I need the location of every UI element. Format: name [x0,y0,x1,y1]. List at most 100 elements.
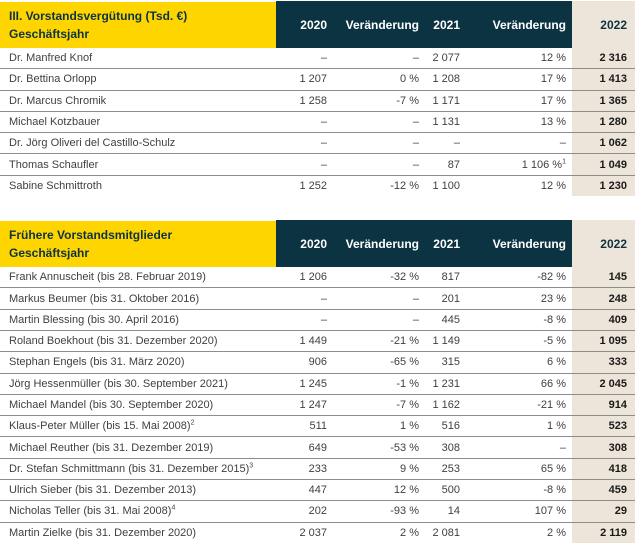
change-2-value: 12 % [540,179,566,192]
member-name: Dr. Manfred Knof [9,52,93,65]
change-1-cell: 2 % [330,521,422,543]
value-2020-cell: 1 252 [276,174,330,197]
member-name-cell: Michael Reuther (bis 31. Dezember 2019) [0,436,276,459]
value-2021-cell: 14 [422,500,464,523]
member-name: Michael Mandel (bis 30. September 2020) [9,399,214,411]
footnote-marker: 1 [562,157,566,165]
table2-title-line1: Frühere Vorstandsmitglieder [9,228,173,243]
change-2-cell: -5 % [464,329,572,352]
change-2-value: -8 % [543,313,566,326]
change-1-cell: – [330,132,422,154]
value-2022-cell: 1 230 [572,174,635,197]
table2-col-2021: 2021 [422,220,464,268]
table2-title-line2: Geschäftsjahr [9,246,90,261]
value-2021-cell: 201 [422,287,464,310]
member-name: Dr. Marcus Chromik [9,94,107,107]
value-2020-cell: 649 [276,436,330,459]
value-2022-cell: 1 095 [572,329,635,352]
change-2-cell: 107 % [464,500,572,523]
table2-col-2020: 2020 [276,220,330,268]
value-2020-cell: 233 [276,457,330,480]
value-2021-cell: 308 [422,436,464,459]
value-2020-cell: 447 [276,479,330,501]
table-row: Thomas Schaufler – – 87 1 106 %1 1 049 [0,153,635,176]
change-2-value: – [559,137,566,150]
table-row: Jörg Hessenmüller (bis 30. September 202… [0,372,635,395]
value-2020-cell: 906 [276,351,330,374]
member-name: Martin Zielke (bis 31. Dezember 2020) [9,526,197,539]
value-2020-cell: – [276,287,330,310]
value-2021-cell: 1 162 [422,393,464,416]
value-2020-cell: 1 207 [276,68,330,91]
value-2020-cell: – [320,52,327,65]
table1-title-line1: III. Vorstandsvergütung (Tsd. €) [9,9,188,23]
value-2021-cell: 315 [422,351,464,374]
table2-header: Frühere Vorstandsmitglieder Geschäftsjah… [0,219,635,268]
table1-title-line2: Geschäftsjahr [9,27,90,41]
change-1-cell: 12 % [330,479,422,501]
value-2020-cell: – [276,132,330,154]
table-row: Nicholas Teller (bis 31. Mai 2008)4 202 … [0,500,635,523]
change-2-value: – [559,441,566,454]
value-2022-cell: 459 [572,479,635,501]
value-2021-cell: 445 [422,308,464,331]
value-2020-cell: 2 037 [276,521,330,543]
member-name-cell: Dr. Bettina Orlopp [0,68,276,91]
value-2020-cell: 1 247 [276,393,330,416]
member-name: Dr. Bettina Orlopp [9,73,97,86]
member-name: Ulrich Sieber (bis 31. Dezember 2013) [9,484,197,497]
table-row: Roland Boekhout (bis 31. Dezember 2020) … [0,329,635,352]
change-2-value: 1 106 % [521,158,563,171]
change-2-cell: 12 % [464,174,572,197]
value-2022-cell: 2 316 [572,48,635,69]
change-2-value: -21 % [537,399,566,411]
change-2-cell: 66 % [464,372,572,395]
value-2020-cell: 1 449 [276,329,330,352]
change-1-cell: -93 % [330,500,422,523]
change-2-value: 107 % [534,505,566,518]
change-2-cell: 65 % [464,457,572,480]
table1-col-2020: 2020 [276,1,330,48]
table1-header-row: III. Vorstandsvergütung (Tsd. €) Geschäf… [0,0,635,48]
change-1-cell: – [330,153,422,176]
value-2022-cell: 1 049 [572,153,635,176]
table-row: Sabine Schmittroth 1 252 -12 % 1 100 12 … [0,174,635,197]
change-2-cell: 2 % [464,521,572,543]
value-2022-cell: 418 [572,457,635,480]
change-2-cell: 12 % [464,48,572,69]
value-2022-cell: 248 [572,287,635,310]
footnote-marker: 4 [171,504,176,512]
member-name-cell: Stephan Engels (bis 31. März 2020) [0,351,276,374]
member-name: Markus Beumer (bis 31. Oktober 2016) [9,292,200,305]
change-2-cell: 17 % [464,68,572,91]
value-2021-cell: 1 171 [422,89,464,112]
change-2-value: 6 % [547,356,566,369]
value-2022-cell: 308 [572,436,635,459]
value-2022-cell: 145 [572,267,635,288]
value-2022-cell: 914 [572,393,635,416]
member-name-cell: Dr. Stefan Schmittmann (bis 31. Dezember… [0,457,276,480]
value-2022-cell: 2 119 [572,521,635,543]
change-2-value: 17 % [540,94,566,107]
table-row: Dr. Marcus Chromik 1 258 -7 % 1 171 17 %… [0,89,635,112]
value-2022-cell: 2 045 [572,372,635,395]
member-name: Dr. Stefan Schmittmann (bis 31. Dezember… [9,462,250,475]
change-1-cell: 0 % [330,68,422,91]
change-2-value: 65 % [540,462,566,475]
value-2020-cell: 202 [276,500,330,523]
value-2021-cell: 500 [422,479,464,501]
change-1-cell: – [330,308,422,331]
table-row: Stephan Engels (bis 31. März 2020) 906 -… [0,351,635,374]
member-name-cell: Martin Blessing (bis 30. April 2016) [0,308,276,331]
value-2020-cell: – [276,308,330,331]
table2-title-cell: Frühere Vorstandsmitglieder Geschäftsjah… [0,219,276,268]
change-1-cell: -7 % [330,393,422,416]
table-row: Michael Reuther (bis 31. Dezember 2019) … [0,436,635,459]
change-1-cell: 9 % [330,457,422,480]
member-name-cell: Thomas Schaufler [0,153,276,176]
table-row: Dr. Bettina Orlopp 1 207 0 % 1 208 17 % … [0,68,635,91]
change-2-value: 17 % [540,73,566,86]
table2-col-2022: 2022 [572,220,635,268]
value-2021-cell: 817 [441,271,460,284]
